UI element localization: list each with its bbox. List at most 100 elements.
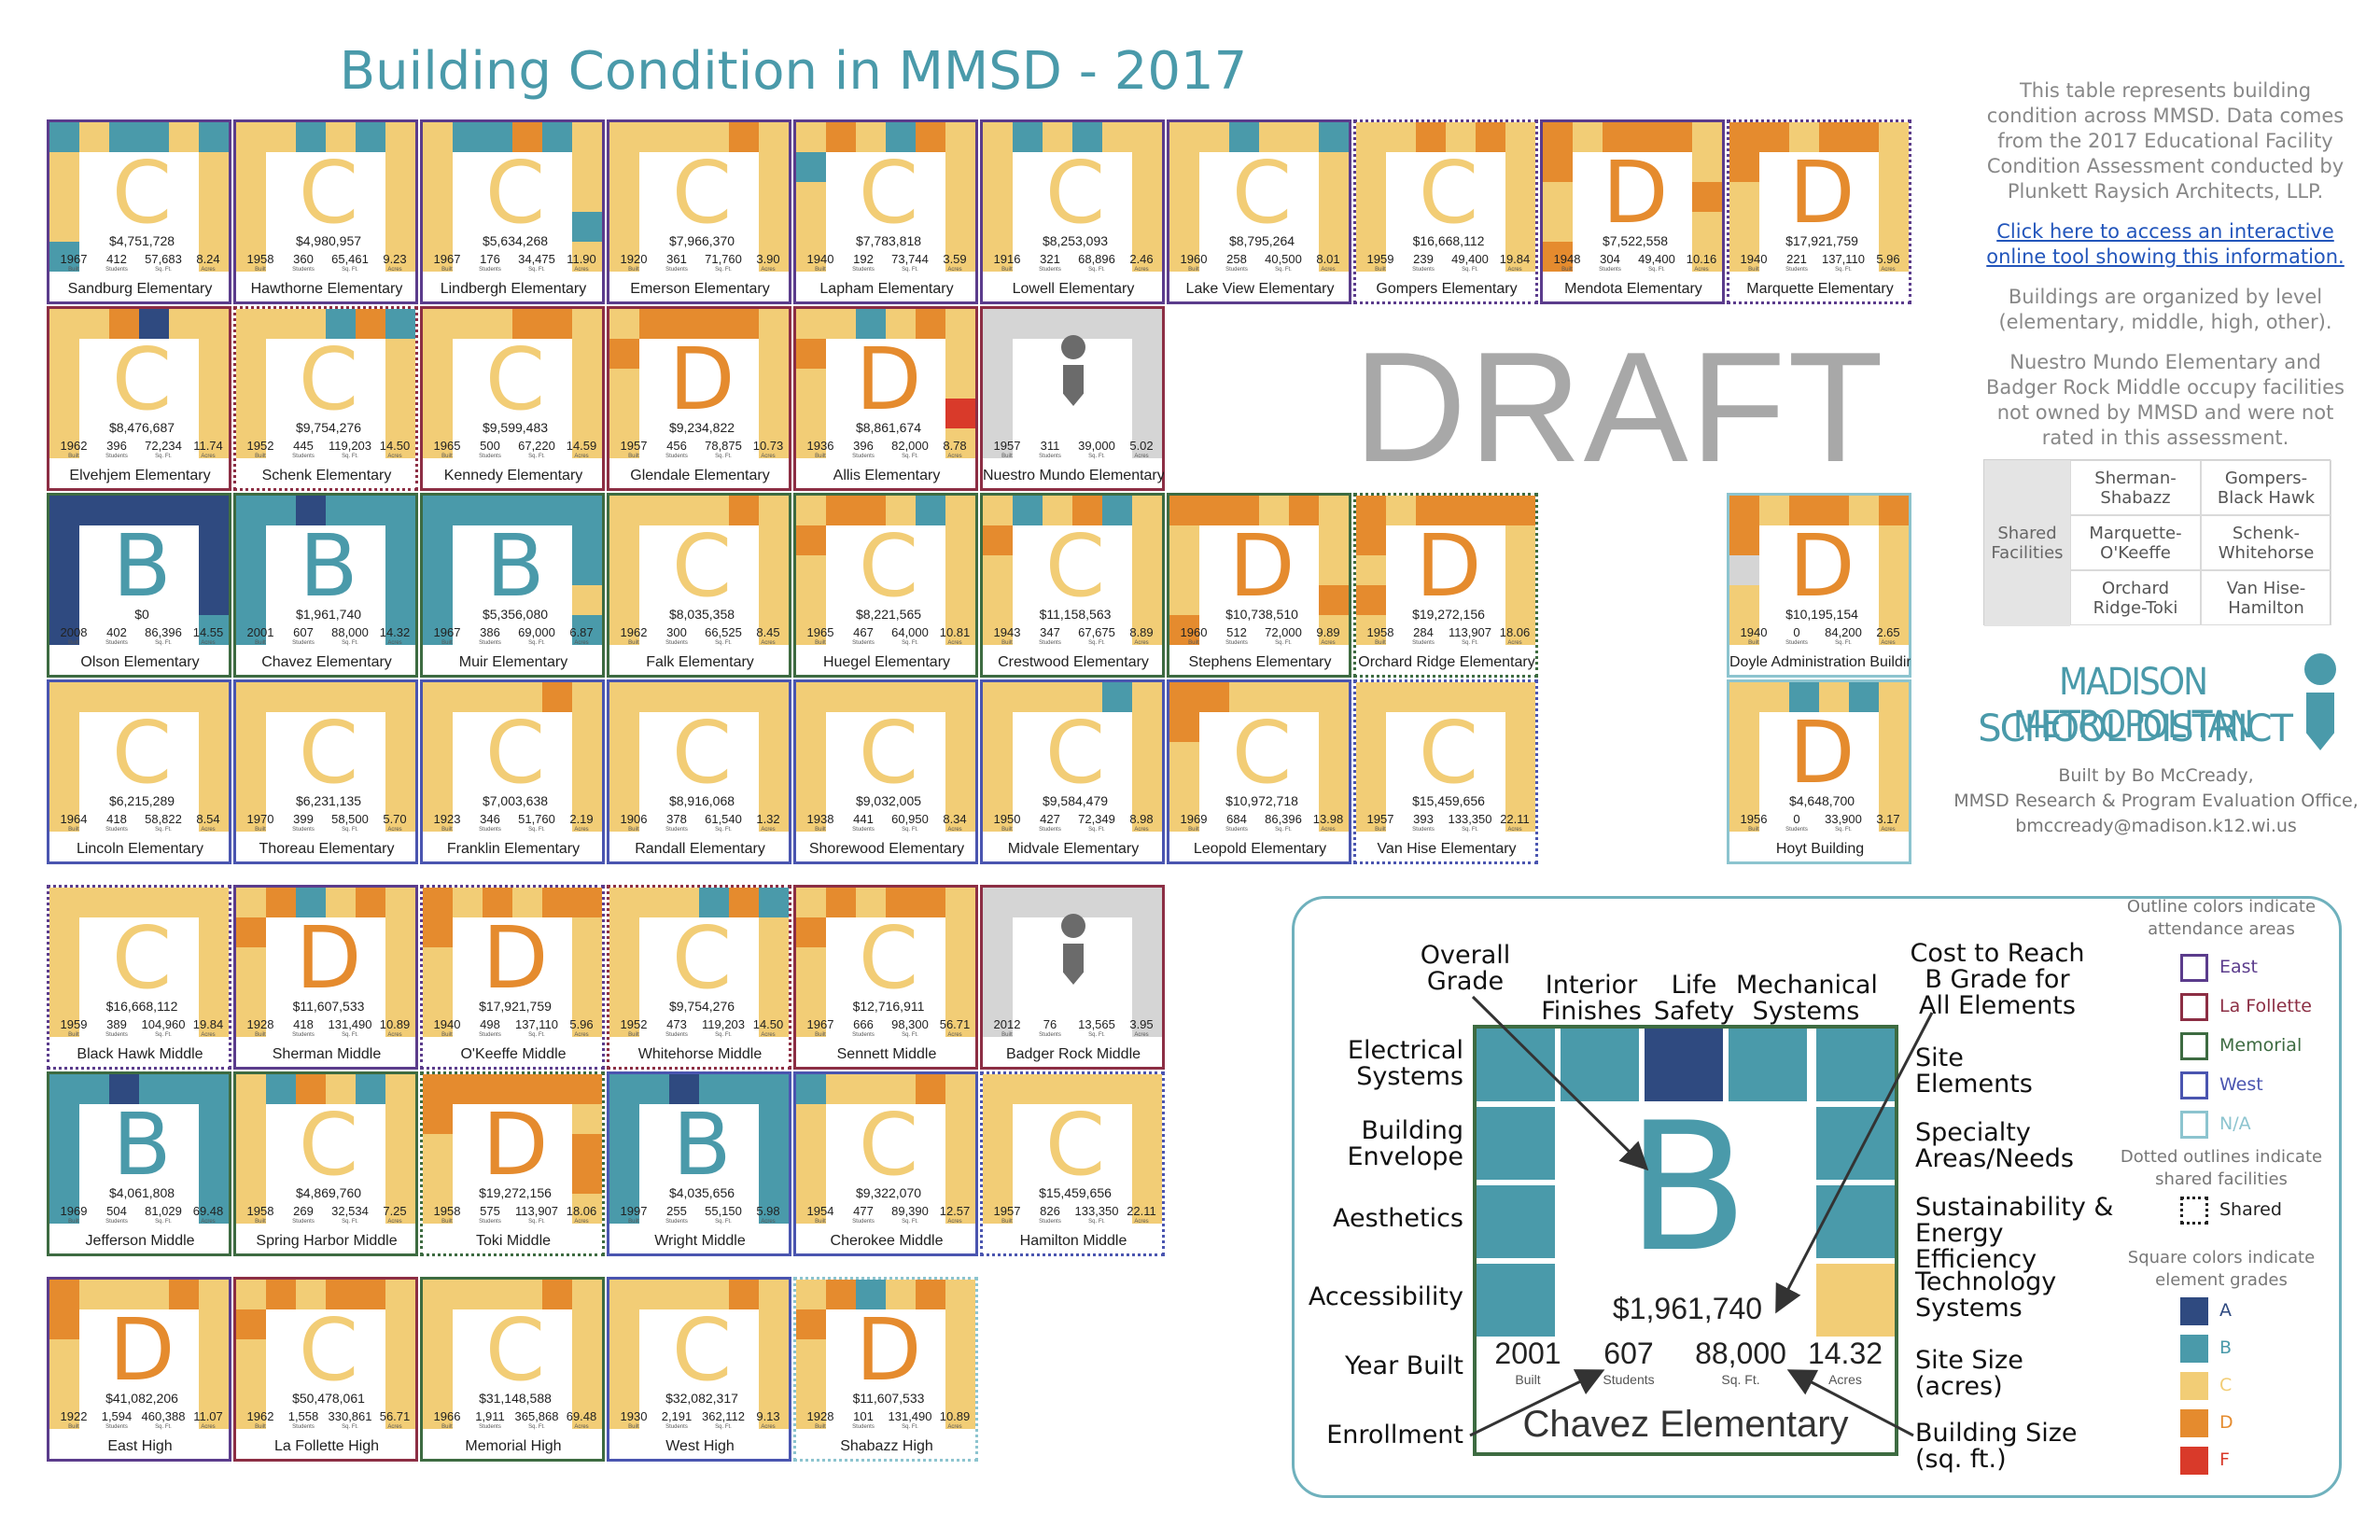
building-name: Spring Harbor Middle [256,1233,398,1249]
building-tile[interactable]: C $16,668,112 1959 Built 239 Students 49,400 Sq… [1353,119,1538,304]
building-tile[interactable]: C $12,716,911 1967 Built 666 Students 98,300 Sq… [793,885,978,1070]
building-tile[interactable]: 1957 Built 311 Students 39,000 Sq. Ft. 5.02 Acr… [980,306,1165,491]
building-tile[interactable]: C $5,634,268 1967 Built 176 Students 34,475 Sq.… [420,119,605,304]
element-grade-square [983,1164,1013,1194]
building-tile[interactable]: C $8,253,093 1916 Built 321 Students 68,896 Sq.… [980,119,1165,304]
element-grade-square [796,977,826,1007]
building-tile[interactable]: B $0 2008 Built 402 Students 86,396 Sq. Ft. 14.5… [47,493,231,678]
credit-email[interactable]: bmccready@madison.k12.wi.us [2015,816,2297,836]
building-tile[interactable]: 2012 Built 76 Students 13,565 Sq. Ft. 3.95 Acre… [980,885,1165,1070]
example-unit-built: Built [1515,1372,1541,1387]
building-tile[interactable]: D $8,861,674 1936 Built 396 Students 82,000 Sq.… [793,306,978,491]
building-tile[interactable]: C $4,869,760 1958 Built 269 Students 32,534 Sq.… [233,1071,418,1256]
element-grade-square [512,309,542,339]
element-grade-square [983,152,1013,182]
element-grade-square [1729,152,1759,182]
building-tile[interactable]: C $32,082,317 1930 Built 2,191 Students 362,11… [607,1277,791,1462]
building-tile[interactable]: D $17,921,759 1940 Built 498 Students 137,110 S… [420,885,605,1070]
element-grade-square [385,1007,415,1037]
overall-grade: C [858,143,919,243]
cost-to-b-grade: $17,921,759 [479,999,552,1014]
site-acres-unit: Acres [201,827,216,833]
building-sqft: 13,565 [1078,1017,1115,1031]
cost-to-b-grade: $8,861,674 [855,420,922,435]
building-sqft: 60,950 [891,812,929,826]
element-grade-square [236,212,266,242]
element-grade-square [945,802,975,832]
building-tile[interactable]: C $15,459,656 1957 Built 393 Students 133,350 S… [1353,679,1538,864]
element-grade-square [49,1309,79,1339]
year-built-unit: Built [1188,640,1199,646]
building-tile[interactable]: C $31,148,588 1966 Built 1,911 Students 365,86… [420,1277,605,1462]
building-tile[interactable]: C $10,972,718 1969 Built 684 Students 86,396 Sq… [1167,679,1351,864]
building-tile[interactable]: D $11,607,533 1928 Built 101 Students 131,490 S… [793,1277,978,1462]
building-tile[interactable]: B $5,356,080 1967 Built 386 Students 69,000 Sq.… [420,493,605,678]
element-grade-square [49,947,79,977]
overall-grade: B [299,516,358,616]
building-tile[interactable]: C $16,668,112 1959 Built 389 Students 104,960 S… [47,885,231,1070]
building-tile[interactable]: C $6,231,135 1970 Built 399 Students 58,500 Sq.… [233,679,418,864]
building-tile[interactable]: C $9,584,479 1950 Built 427 Students 72,349 Sq.… [980,679,1165,864]
site-acres: 3.17 [1876,812,1900,826]
element-grade-square [199,1399,229,1429]
building-tile[interactable]: C $9,754,276 1952 Built 473 Students 119,203 Sq… [607,885,791,1070]
element-grade-square [199,615,229,645]
building-tile[interactable]: C $4,980,957 1958 Built 360 Students 65,461 Sq.… [233,119,418,304]
building-tile[interactable]: C $6,215,289 1964 Built 418 Students 58,822 Sq.… [47,679,231,864]
building-tile[interactable]: D $10,738,510 1960 Built 512 Students 72,000 Sq… [1167,493,1351,678]
building-tile[interactable]: D $19,272,156 1958 Built 575 Students 113,907 S… [420,1071,605,1256]
building-tile[interactable]: B $4,061,808 1969 Built 504 Students 81,029 Sq.… [47,1071,231,1256]
building-grid: C $4,751,728 1967 Built 412 Students 57,683 Sq.… [47,119,1911,1462]
element-grade-square [1132,525,1162,555]
building-sqft-unit: Sq. Ft. [715,1424,732,1430]
building-tile[interactable]: C $8,795,264 1960 Built 258 Students 40,500 Sq.… [1167,119,1351,304]
building-tile[interactable]: D $19,272,156 1958 Built 284 Students 113,907 S… [1353,493,1538,678]
building-tile[interactable]: C $8,916,068 1906 Built 378 Students 61,540 Sq.… [607,679,791,864]
building-tile[interactable]: D $7,522,558 1948 Built 304 Students 49,400 Sq.… [1540,119,1725,304]
building-tile[interactable]: C $7,966,370 1920 Built 361 Students 71,760 Sq.… [607,119,791,304]
building-tile[interactable]: C $8,035,358 1962 Built 300 Students 66,525 Sq.… [607,493,791,678]
building-tile[interactable]: B $1,961,740 2001 Built 607 Students 88,000 Sq.… [233,493,418,678]
building-tile[interactable]: D $17,921,759 1940 Built 221 Students 137,110 S… [1727,119,1911,304]
building-tile[interactable]: D $10,195,154 1940 Built 0 Students 84,200 Sq. … [1727,493,1911,678]
building-tile[interactable]: C $9,754,276 1952 Built 445 Students 119,203 Sq… [233,306,418,491]
building-tile[interactable]: C $9,032,005 1938 Built 441 Students 60,950 Sq.… [793,679,978,864]
element-grade-square [945,399,975,428]
building-tile[interactable]: D $11,607,533 1928 Built 418 Students 131,490 S… [233,885,418,1070]
enrollment-unit: Students [479,640,501,646]
building-tile[interactable]: C $8,476,687 1962 Built 396 Students 72,234 Sq.… [47,306,231,491]
year-built: 1938 [806,812,834,826]
element-grade-square [49,1399,79,1429]
element-grade-square [1729,555,1759,585]
building-tile[interactable]: C $9,599,483 1965 Built 500 Students 67,220 Sq.… [420,306,605,491]
element-grade-square [826,122,856,152]
element-grade-square [759,1104,789,1134]
building-tile[interactable]: C $11,158,563 1943 Built 347 Students 67,675 Sq… [980,493,1165,678]
building-tile[interactable]: D $9,234,822 1957 Built 456 Students 78,875 Sq.… [607,306,791,491]
building-tile[interactable]: C $7,003,638 1923 Built 346 Students 51,760 Sq.… [420,679,605,864]
site-acres: 69.48 [566,1409,597,1423]
element-grade-square [199,917,229,947]
building-tile[interactable]: B $4,035,656 1997 Built 255 Students 55,150 Sq.… [607,1071,791,1256]
building-tile[interactable]: C $15,459,656 1957 Built 826 Students 133,350 S… [980,1071,1165,1256]
element-grade-square [856,309,886,339]
building-tile[interactable]: D $41,082,206 1922 Built 1,594 Students 460,38… [47,1277,231,1462]
building-tile[interactable]: C $4,751,728 1967 Built 412 Students 57,683 Sq.… [47,119,231,304]
enrollment-unit: Students [105,640,128,646]
building-tile[interactable]: C $9,322,070 1954 Built 477 Students 89,390 Sq.… [793,1071,978,1256]
building-tile[interactable]: D $4,648,700 1956 Built 0 Students 33,900 Sq. F… [1727,679,1911,864]
building-tile[interactable]: C $7,783,818 1940 Built 192 Students 73,744 Sq.… [793,119,978,304]
element-grade-square [572,802,602,832]
building-name: Hamilton Middle [1019,1233,1127,1249]
enrollment-unit: Students [292,454,315,459]
element-grade-square [759,1280,789,1309]
element-grade-square [572,339,602,369]
element-grade-square [483,309,512,339]
label-sustainability: Sustainability & Energy Efficiency [1915,1193,2114,1274]
building-tile[interactable]: C $50,478,061 1962 Built 1,558 Students 330,86… [233,1277,418,1462]
element-grade-square [609,428,639,458]
person-icon [1061,914,1085,938]
element-grade-square [199,1164,229,1194]
interactive-tool-link[interactable]: Click here to access an interactive onli… [1986,220,2345,268]
building-tile[interactable]: C $8,221,565 1965 Built 467 Students 64,000 Sq.… [793,493,978,678]
